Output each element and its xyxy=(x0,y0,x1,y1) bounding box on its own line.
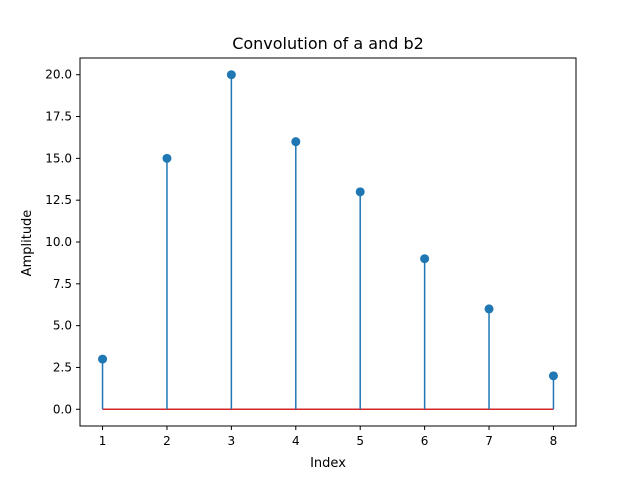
x-tick-label: 2 xyxy=(163,434,171,448)
axes-frame xyxy=(79,57,577,427)
y-axis-label: Amplitude xyxy=(20,210,35,277)
chart-title: Convolution of a and b2 xyxy=(232,34,424,53)
x-tick-label: 4 xyxy=(292,434,300,448)
plot-area: 1 2 3 4 5 6 7 8 0.0 2.5 5.0 7.5 10.0 12.5 15.0 17.5 20.0 xyxy=(45,57,577,448)
stem-marker-8 xyxy=(548,371,558,381)
y-tick-label: 15.0 xyxy=(45,151,72,165)
y-tick-label: 0.0 xyxy=(53,402,72,416)
stem-marker-6 xyxy=(420,254,430,264)
stem-marker-7 xyxy=(484,304,494,314)
y-tick-label: 5.0 xyxy=(53,319,72,333)
stem-marker-3 xyxy=(226,70,236,80)
y-tick-label: 2.5 xyxy=(53,360,72,374)
stem-marker-2 xyxy=(162,153,172,163)
x-tick-label: 7 xyxy=(485,434,493,448)
stem-marker-4 xyxy=(291,137,301,147)
y-tick-label: 12.5 xyxy=(45,193,72,207)
stem-marker-1 xyxy=(98,354,108,364)
y-tick-label: 17.5 xyxy=(45,110,72,124)
x-tick-label: 1 xyxy=(99,434,107,448)
x-tick-label: 8 xyxy=(550,434,558,448)
x-tick-label: 3 xyxy=(228,434,236,448)
y-tick-label: 7.5 xyxy=(53,277,72,291)
stem-marker-5 xyxy=(355,187,365,197)
y-tick-label: 10.0 xyxy=(45,235,72,249)
x-tick-label: 5 xyxy=(356,434,364,448)
x-tick-label: 6 xyxy=(421,434,429,448)
x-axis-label: Index xyxy=(310,456,346,471)
y-tick-label: 20.0 xyxy=(45,68,72,82)
